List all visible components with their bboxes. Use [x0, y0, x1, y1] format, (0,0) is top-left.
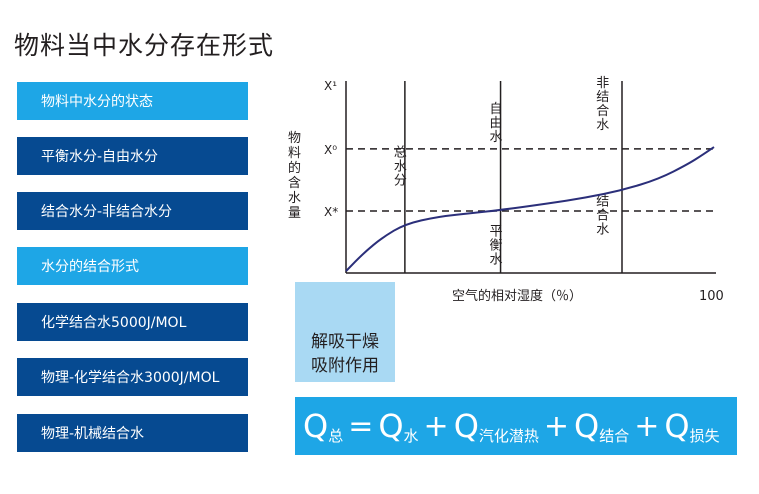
formula-plus-1: + [423, 408, 449, 444]
formula-equals: = [348, 408, 374, 444]
region-label-2: 平衡水 [490, 224, 503, 267]
region-dividers [404, 81, 623, 273]
formula-sub-loss: 损失 [689, 426, 720, 445]
bar-item-3[interactable]: 水分的结合形式 [17, 247, 248, 285]
bar-item-0[interactable]: 物料中水分的状态 [17, 82, 248, 120]
level-lines [346, 148, 714, 212]
chart-frame [345, 81, 716, 274]
drying-note-line1: 解吸干燥 [311, 332, 379, 352]
y-level-labels: X¹ X⁰ X* [324, 79, 338, 219]
moisture-curve [345, 146, 715, 272]
bar-item-1[interactable]: 平衡水分-自由水分 [17, 137, 248, 175]
page-title: 物料当中水分存在形式 [14, 31, 275, 60]
y-axis-label: 物料的含水量 [288, 131, 301, 221]
formula-sub-latent: 汽化潜热 [478, 426, 539, 445]
y-level-label-0: X¹ [324, 79, 337, 93]
x-axis-label: 空气的相对湿度（％） [452, 288, 582, 304]
x-max-tick-label: 100 [699, 289, 724, 304]
bar-item-4[interactable]: 化学结合水5000J/MOL [17, 303, 248, 341]
bar-item-2[interactable]: 结合水分-非结合水分 [17, 192, 248, 230]
formula-q-bound: Q [574, 407, 600, 445]
bar-item-6[interactable]: 物理-机械结合水 [17, 414, 248, 452]
formula-sub-total: 总 [328, 426, 344, 445]
y-level-label-2: X* [324, 205, 338, 219]
formula-q-water: Q [378, 407, 404, 445]
formula-q-loss: Q [664, 407, 690, 445]
region-label-0: 总水分 [394, 145, 407, 188]
drying-note-line2: 吸附作用 [311, 356, 379, 376]
y-level-label-1: X⁰ [324, 143, 337, 157]
formula-plus-2: + [543, 408, 570, 444]
bar-item-5[interactable]: 物理-化学结合水3000J/MOL [17, 358, 248, 396]
formula-q-latent: Q [453, 407, 479, 445]
formula-plus-3: + [634, 408, 660, 444]
formula-sub-water: 水 [403, 426, 419, 445]
region-label-1: 自由水 [490, 102, 503, 145]
formula-sub-bound: 结合 [599, 426, 630, 445]
region-label-3: 非结合水 [596, 76, 609, 133]
drying-note: 解吸干燥 吸附作用 [295, 282, 395, 382]
region-label-4: 结合水 [596, 194, 609, 237]
formula-q-total: Q [303, 407, 329, 445]
